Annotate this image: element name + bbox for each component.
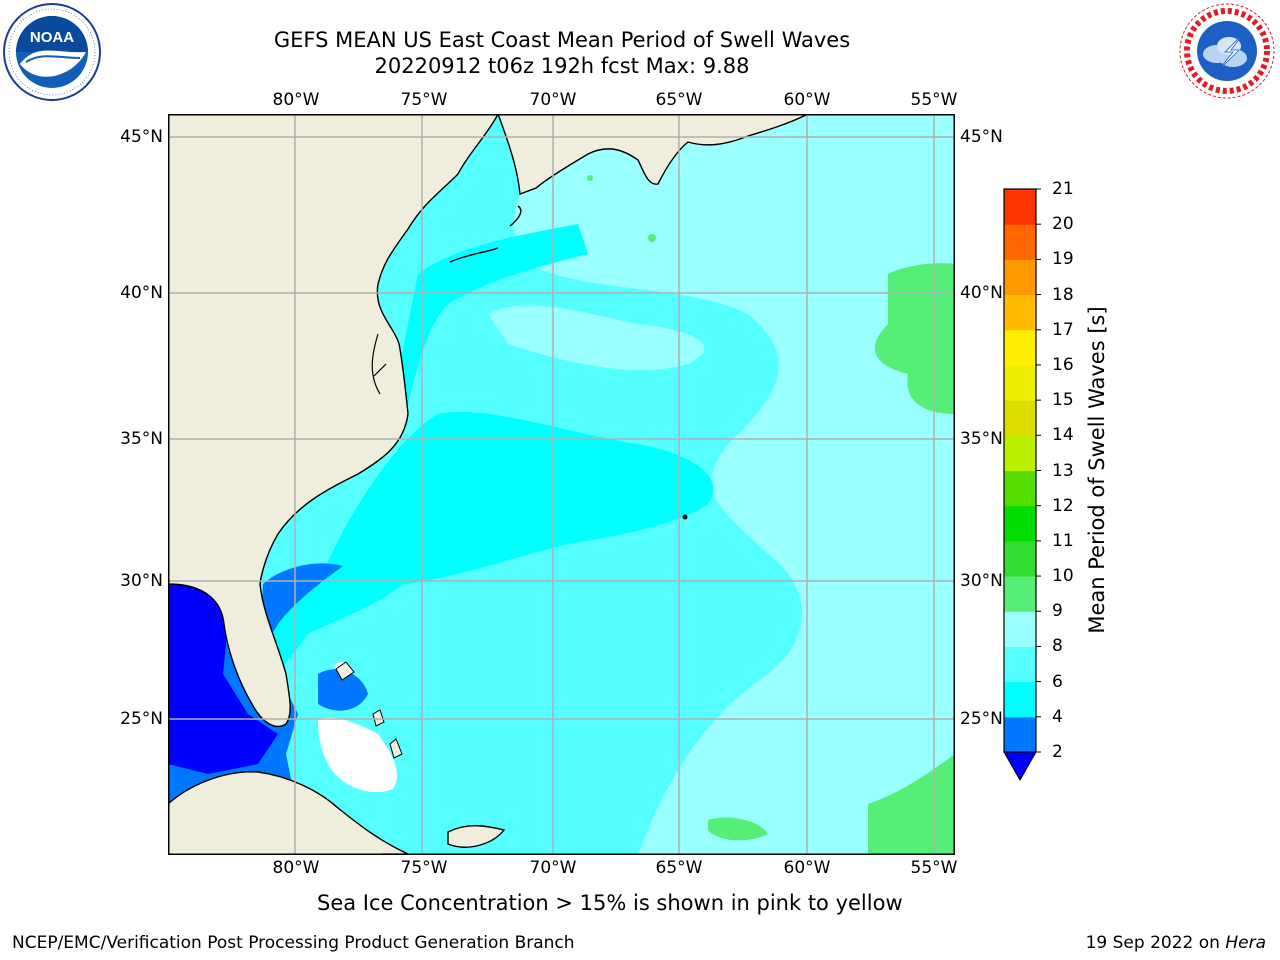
shallow-bahamas [318,717,398,793]
lon-label-bottom: 60°W [783,858,831,878]
colorbar-bands [1004,189,1036,753]
gridlines [168,114,955,855]
colorbar-label: Mean Period of Swell Waves [s] [1085,306,1109,634]
colorbar-band [1004,364,1036,401]
swell-period-map [168,114,955,855]
colorbar-tick-label: 17 [1052,319,1074,340]
land-maritimes [497,114,809,195]
noaa-logo-text: NOAA [30,29,74,46]
colorbar-tick-label: 2 [1052,742,1063,762]
green-dot [648,234,656,242]
colorbar-under-arrow [1003,751,1037,782]
map-panel [168,114,955,855]
nws-logo [1179,3,1275,99]
lat-label-left: 40°N [120,283,163,303]
zone-4-6s-central [318,411,714,584]
colorbar-tick-label: 10 [1052,566,1074,587]
lon-label-top: 65°W [655,90,703,110]
zone-8-9s [513,114,955,855]
zone-9-10s-south [708,817,768,841]
lat-label-right: 35°N [960,429,1003,449]
lat-label-right: 40°N [960,283,1003,303]
lon-label-bottom: 75°W [400,858,448,878]
noaa-logo: NOAA [3,3,101,101]
land-bahamas [335,661,355,681]
map-border [168,114,955,855]
zone-2-4s-bahamas [318,669,368,711]
lon-label-top: 55°W [910,90,958,110]
lon-label-top: 70°W [529,90,577,110]
colorbar-band [1004,505,1036,542]
colorbar [1003,188,1041,782]
colorbar-tick-label: 16 [1052,354,1074,375]
lat-label-right: 45°N [960,127,1003,147]
colorbar-tick-label: 12 [1052,495,1074,516]
coast-cape-cod [509,205,522,227]
lon-label-bottom: 65°W [655,858,703,878]
lat-label-left: 30°N [120,571,163,591]
land-cuba [168,771,409,855]
lon-label-bottom: 70°W [529,858,577,878]
green-dot [587,175,593,181]
land-bahamas [389,738,403,759]
colorbar-band [1004,681,1036,718]
map-title: GEFS MEAN US East Coast Mean Period of S… [273,28,851,52]
colorbar-tick-label: 9 [1052,601,1063,622]
colorbar-tick-label: 6 [1052,671,1063,692]
colorbar-tick-label: 19 [1052,249,1074,270]
colorbar-band [1004,576,1036,612]
colorbar-band [1004,716,1036,753]
coast-long-island [449,247,499,263]
land-bermuda [682,514,688,520]
sea-ice-note: Sea Ice Concentration > 15% is shown in … [317,891,903,915]
map-subtitle: 20220912 t06z 192h fcst Max: 9.88 [374,54,750,78]
colorbar-tick-label: 14 [1052,425,1074,446]
lat-label-right: 25°N [960,709,1003,729]
coast-chesapeake [371,333,387,395]
lat-label-left: 25°N [120,709,163,729]
colorbar-band [1004,329,1036,366]
lat-label-left: 45°N [120,127,163,147]
colorbar-tick-label: 13 [1052,460,1074,481]
zone-under-2s-gulf [168,584,278,774]
land-hispaniola [447,825,506,848]
colorbar-band [1004,400,1036,436]
colorbar-tick-label: 4 [1052,706,1063,727]
colorbar-tick-label: 21 [1052,179,1074,199]
colorbar-band [1004,259,1036,296]
zone-4-6s-north [388,224,588,424]
footer-date-text: 19 Sep 2022 on [1085,933,1226,953]
lat-label-right: 30°N [960,571,1003,591]
colorbar-band [1004,435,1036,471]
land-bahamas [372,709,385,727]
land-north-america [168,114,499,728]
lon-label-bottom: 55°W [910,858,958,878]
colorbar-band [1004,470,1036,507]
lon-label-top: 80°W [272,90,320,110]
colorbar-tick-label: 8 [1052,636,1063,657]
footer-date: 19 Sep 2022 on Hera [1086,932,1266,954]
lon-label-top: 60°W [783,90,831,110]
colorbar-band [1004,611,1036,647]
lon-label-top: 75°W [400,90,448,110]
lat-label-left: 35°N [120,429,163,449]
colorbar-tick-label: 15 [1052,390,1074,411]
footer-host: Hera [1225,933,1266,953]
colorbar-band [1004,189,1036,225]
colorbar-band [1004,294,1036,331]
colorbar-band [1004,540,1036,577]
colorbar-tick-label: 11 [1052,530,1074,551]
colorbar-tick-label: 20 [1052,214,1074,235]
footer-credit: NCEP/EMC/Verification Post Processing Pr… [12,933,575,953]
zone-8-9s-patch [488,305,705,371]
colorbar-band [1004,224,1036,260]
zone-9-10s-east [874,263,955,414]
colorbar-band [1004,646,1036,683]
colorbar-tick-label: 18 [1052,284,1074,305]
lon-label-bottom: 80°W [272,858,320,878]
